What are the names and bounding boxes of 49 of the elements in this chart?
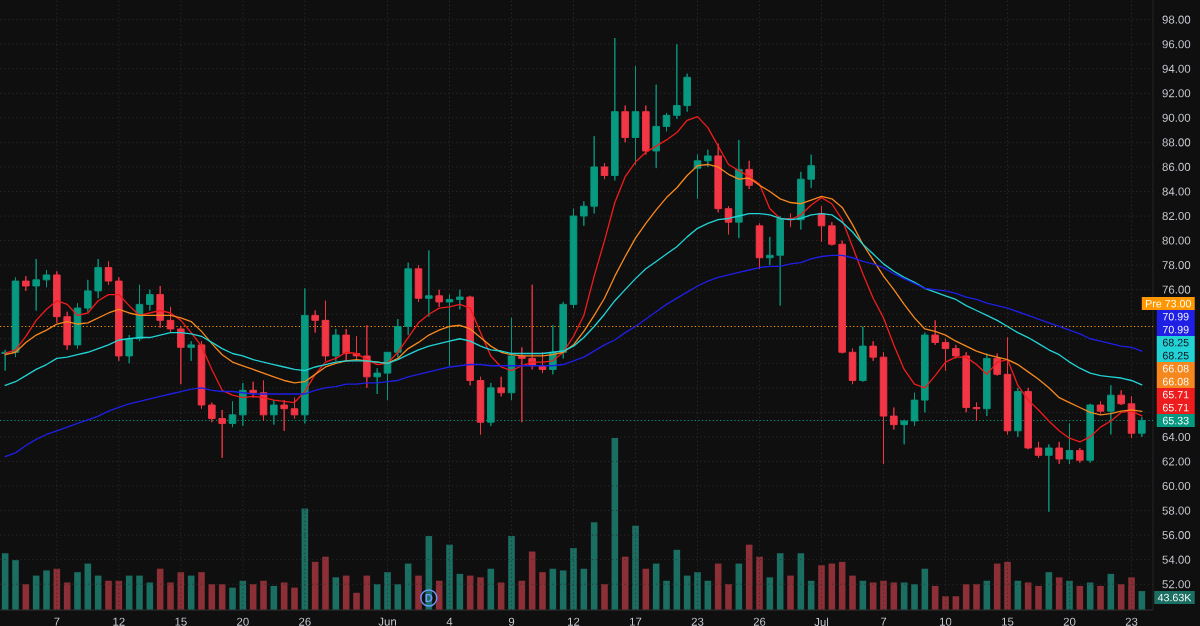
y-tick-label: 76.00 (1162, 285, 1191, 294)
x-tick-label: 17 (630, 617, 642, 626)
y-tick-label: 96.00 (1162, 40, 1191, 49)
y-tick-label: 56.00 (1162, 531, 1191, 540)
x-tick-label: 20 (1063, 617, 1076, 626)
y-tick-label: 90.00 (1162, 113, 1191, 122)
y-tick-label: 62.00 (1162, 457, 1191, 466)
y-tick-label: 64.00 (1162, 432, 1191, 441)
x-tick-label: 23 (691, 617, 704, 626)
ref-line-label: 65.33 (1162, 416, 1189, 425)
x-tick-label: 26 (753, 617, 766, 626)
y-tick-label: 86.00 (1162, 162, 1191, 171)
text: 43.63K (1157, 593, 1192, 602)
y-tick-label: 78.00 (1162, 261, 1191, 270)
text: 70.99 (1162, 312, 1189, 321)
text: 66.08 (1162, 377, 1189, 386)
x-tick-label: Jul (814, 617, 829, 626)
text: 66.08 (1162, 364, 1189, 373)
y-tick-label: 54.00 (1162, 555, 1191, 564)
y-tick-label: 98.00 (1162, 15, 1191, 24)
x-tick-label: 26 (299, 617, 311, 626)
text: 68.25 (1162, 338, 1189, 347)
y-tick-label: 52.00 (1162, 580, 1191, 589)
y-tick-label: 60.00 (1162, 481, 1191, 491)
y-tick-label: 84.00 (1162, 187, 1191, 196)
annotation: D (425, 594, 433, 602)
text: 65.71 (1162, 403, 1189, 412)
ref-line-label: Pre 73.00 (1146, 299, 1191, 308)
y-tick-label: 82.00 (1162, 211, 1191, 221)
x-tick-label: Jun (378, 617, 396, 626)
x-tick-label: 15 (1002, 617, 1014, 626)
x-tick-label: 23 (1125, 617, 1138, 626)
text: 70.99 (1162, 325, 1189, 334)
text: 68.25 (1162, 351, 1189, 360)
x-tick-label: 10 (940, 617, 952, 626)
x-tick-label: 12 (113, 617, 125, 626)
x-tick-label: 4 (446, 617, 453, 626)
y-tick-label: 80.00 (1162, 236, 1191, 245)
x-tick-label: 7 (880, 617, 887, 626)
y-tick-label: 92.00 (1162, 89, 1191, 98)
x-tick-label: 7 (54, 617, 60, 626)
x-tick-label: 12 (568, 617, 580, 626)
y-tick-label: 88.00 (1162, 138, 1191, 147)
x-tick-label: 20 (237, 617, 249, 626)
text: 65.71 (1162, 390, 1189, 399)
y-tick-label: 58.00 (1162, 506, 1191, 515)
x-tick-label: 15 (175, 617, 187, 626)
y-tick-label: 94.00 (1162, 64, 1191, 73)
x-tick-label: 9 (508, 617, 515, 626)
